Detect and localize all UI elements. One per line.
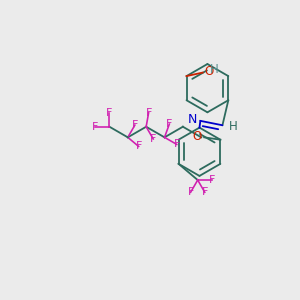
- Text: F: F: [208, 175, 215, 185]
- Text: N: N: [188, 113, 197, 127]
- Text: F: F: [150, 134, 156, 144]
- Text: F: F: [202, 187, 208, 197]
- Text: H: H: [229, 120, 238, 133]
- Text: F: F: [92, 122, 98, 132]
- Text: O: O: [193, 130, 202, 143]
- Text: F: F: [166, 119, 172, 129]
- Text: F: F: [146, 108, 152, 118]
- Text: F: F: [188, 187, 194, 197]
- Text: F: F: [132, 120, 138, 130]
- Text: O: O: [204, 65, 213, 79]
- Text: F: F: [106, 108, 112, 118]
- Text: F: F: [174, 140, 180, 149]
- Text: H: H: [210, 63, 219, 76]
- Text: F: F: [135, 141, 142, 152]
